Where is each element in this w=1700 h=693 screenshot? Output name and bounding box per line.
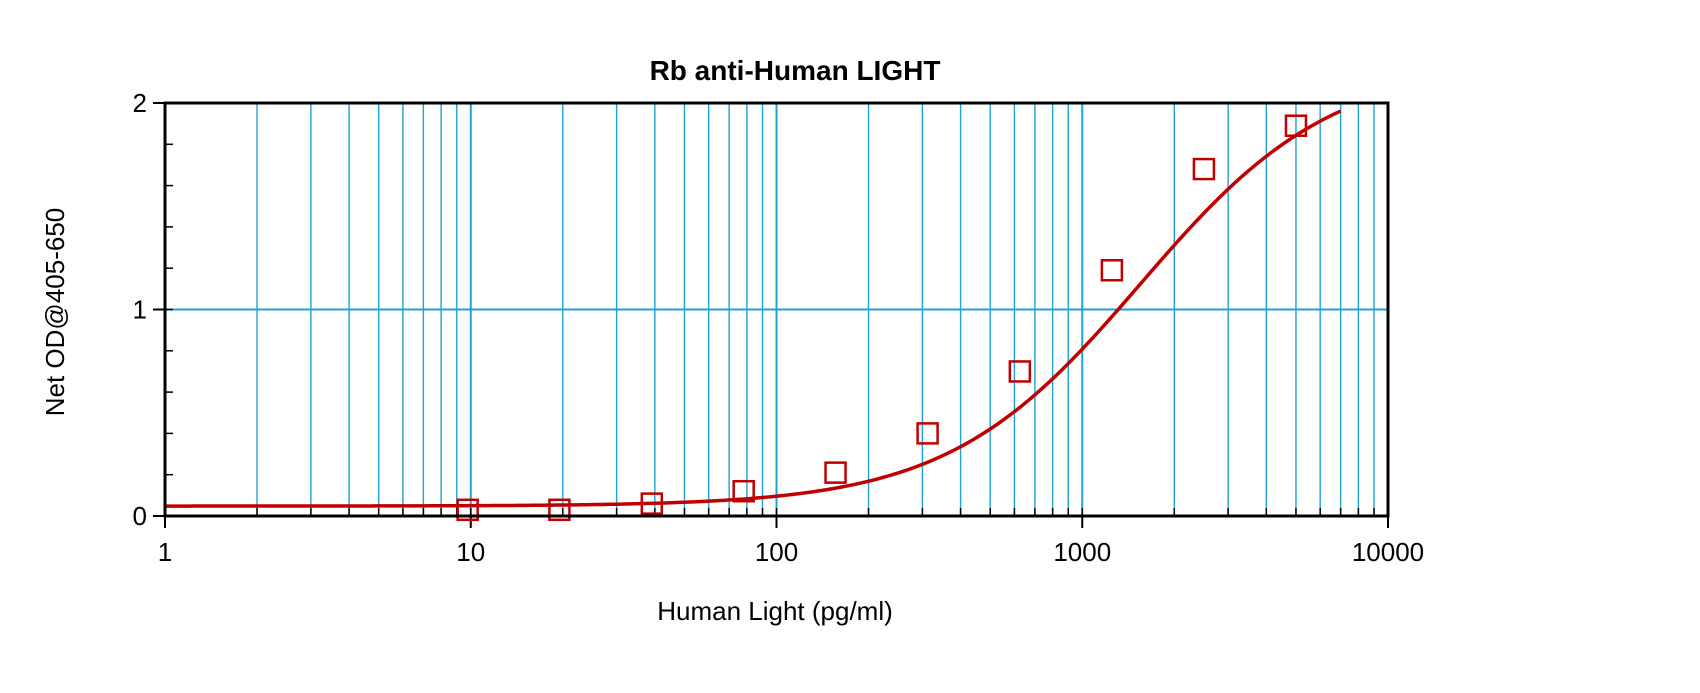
data-point-marker [548,498,571,522]
x-tick-label: 1000 [1053,537,1111,567]
y-tick-label: 1 [133,295,147,325]
y-tick-label: 2 [133,88,147,118]
x-tick-label: 100 [755,537,798,567]
data-points [456,114,1308,522]
data-point-marker [640,492,664,515]
chart-title: Rb anti-Human LIGHT [650,55,941,86]
x-tick-label: 10 [456,537,485,567]
data-point-marker [1192,157,1216,181]
data-point-marker [732,479,755,503]
data-point-marker [1284,114,1308,137]
grid-lines [165,103,1388,516]
axis-ticks [153,102,1389,528]
data-point-marker [456,498,479,522]
data-point-marker [1008,360,1032,383]
y-tick-label: 0 [133,501,147,531]
data-point-marker [824,461,847,484]
x-axis-label: Human Light (pg/ml) [657,596,893,626]
data-point-marker [916,422,939,445]
y-axis-label: Net OD@405-650 [40,208,70,417]
x-tick-label: 1 [158,537,172,567]
data-point-marker [1100,259,1124,282]
x-tick-label: 10000 [1352,537,1424,567]
plot-frame [163,101,1390,518]
